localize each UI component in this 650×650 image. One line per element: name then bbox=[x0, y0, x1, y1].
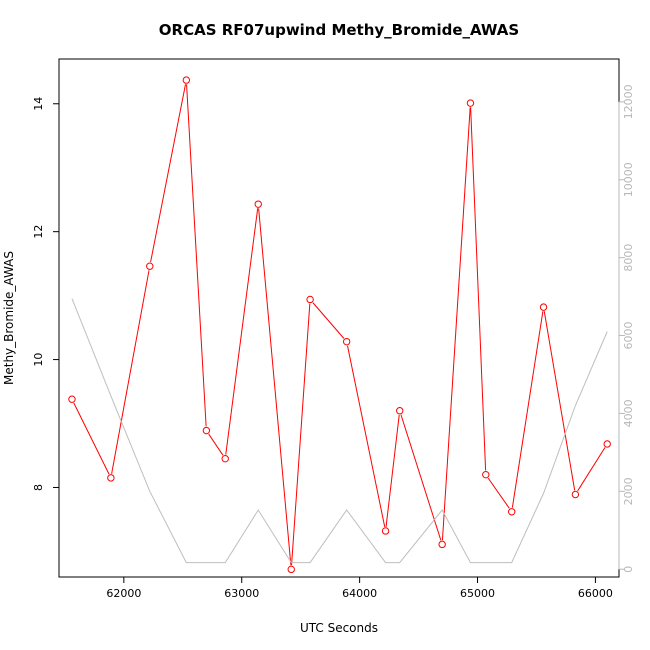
series-segment bbox=[441, 107, 471, 541]
data-point bbox=[438, 540, 446, 549]
data-point bbox=[508, 508, 516, 516]
data-point bbox=[603, 440, 611, 448]
series-segment bbox=[487, 477, 510, 509]
y-tick-label: 8 bbox=[32, 484, 45, 491]
y-axis-left: 8 10 12 14 bbox=[32, 97, 59, 491]
series-segment bbox=[186, 84, 207, 427]
series-segment bbox=[347, 345, 386, 527]
y2-tick-label: 0 bbox=[622, 566, 635, 573]
data-point bbox=[146, 262, 154, 270]
series-primary bbox=[68, 76, 611, 574]
y-axis-right: 0 2000 4000 6000 8000 10000 12000 bbox=[618, 84, 635, 573]
data-point bbox=[539, 303, 548, 311]
data-point bbox=[571, 490, 580, 499]
x-tick-label: 62000 bbox=[106, 587, 141, 600]
y-axis-label: Methy_Bromide_AWAS bbox=[2, 251, 16, 385]
series-segment bbox=[385, 414, 400, 527]
data-point bbox=[342, 337, 351, 346]
data-point bbox=[221, 454, 229, 463]
data-point bbox=[306, 295, 314, 304]
x-tick-label: 65000 bbox=[460, 587, 495, 600]
series-segment bbox=[577, 447, 606, 492]
data-point bbox=[381, 527, 390, 535]
y2-tick-label: 8000 bbox=[622, 244, 635, 272]
data-point bbox=[254, 200, 262, 208]
data-point bbox=[202, 426, 211, 435]
series-segment bbox=[470, 107, 487, 471]
series-segment bbox=[511, 311, 544, 508]
data-point bbox=[396, 407, 404, 415]
y-tick-label: 10 bbox=[32, 353, 45, 367]
data-point bbox=[466, 99, 475, 107]
x-axis: 62000 63000 64000 65000 66000 bbox=[106, 577, 613, 600]
data-point bbox=[68, 395, 76, 403]
x-tick-label: 64000 bbox=[342, 587, 377, 600]
y2-tick-label: 4000 bbox=[622, 399, 635, 427]
series-segment bbox=[291, 303, 311, 566]
series-segment bbox=[208, 433, 224, 456]
y-tick-label: 14 bbox=[32, 97, 45, 111]
data-point bbox=[482, 470, 490, 479]
y2-tick-label: 6000 bbox=[622, 322, 635, 350]
series-segment bbox=[400, 414, 442, 541]
data-point bbox=[182, 76, 191, 84]
series-segment bbox=[150, 84, 187, 263]
series-line bbox=[71, 298, 608, 564]
series-segment bbox=[312, 302, 345, 339]
series-segment bbox=[111, 270, 150, 474]
y2-tick-label: 10000 bbox=[622, 162, 635, 197]
x-tick-label: 63000 bbox=[224, 587, 259, 600]
series-segment bbox=[258, 208, 292, 566]
series-segment bbox=[543, 311, 576, 491]
series-layer bbox=[68, 76, 611, 574]
y2-tick-label: 12000 bbox=[622, 84, 635, 119]
data-point bbox=[107, 474, 115, 482]
x-tick-label: 66000 bbox=[578, 587, 613, 600]
series-segment bbox=[225, 208, 259, 455]
x-axis-label: UTC Seconds bbox=[300, 621, 378, 635]
series-segment bbox=[73, 402, 110, 475]
data-point bbox=[287, 565, 295, 574]
series-secondary bbox=[71, 298, 608, 564]
plot-frame bbox=[58, 58, 620, 578]
chart-title: ORCAS RF07upwind Methy_Bromide_AWAS bbox=[159, 21, 519, 39]
y-tick-label: 12 bbox=[32, 225, 45, 239]
y2-tick-label: 2000 bbox=[622, 477, 635, 505]
